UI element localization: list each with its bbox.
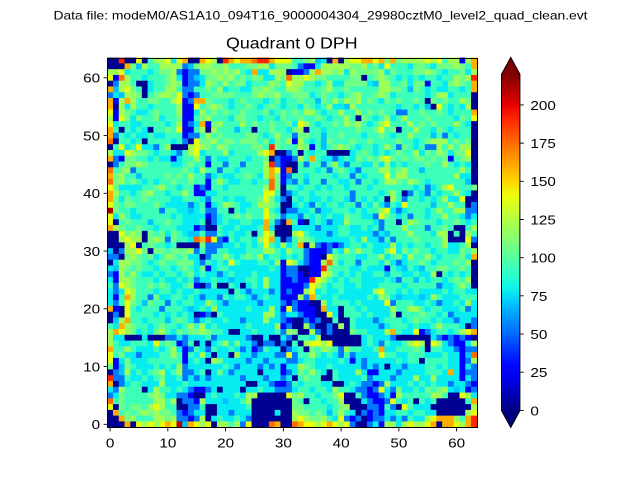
svg-text:75: 75 [530, 289, 547, 304]
svg-text:20: 20 [83, 302, 100, 317]
svg-text:0: 0 [530, 403, 539, 418]
svg-text:30: 30 [275, 435, 292, 450]
svg-text:40: 40 [333, 435, 350, 450]
svg-text:10: 10 [83, 359, 100, 374]
svg-text:50: 50 [530, 327, 547, 342]
svg-text:50: 50 [390, 435, 407, 450]
svg-text:50: 50 [83, 128, 100, 143]
svg-text:25: 25 [530, 365, 547, 380]
svg-text:0: 0 [106, 435, 115, 450]
svg-text:10: 10 [159, 435, 176, 450]
svg-text:100: 100 [530, 251, 555, 266]
svg-text:Data file: modeM0/AS1A10_094T1: Data file: modeM0/AS1A10_094T16_90000043… [54, 8, 589, 22]
svg-text:60: 60 [448, 435, 465, 450]
svg-text:40: 40 [83, 186, 100, 201]
svg-text:60: 60 [83, 71, 100, 86]
svg-text:200: 200 [530, 98, 555, 113]
svg-text:Quadrant 0 DPH: Quadrant 0 DPH [226, 35, 358, 52]
svg-text:20: 20 [217, 435, 234, 450]
svg-text:150: 150 [530, 174, 555, 189]
svg-text:175: 175 [530, 136, 555, 151]
svg-text:0: 0 [92, 417, 101, 432]
svg-text:30: 30 [83, 244, 100, 259]
svg-text:125: 125 [530, 212, 555, 227]
